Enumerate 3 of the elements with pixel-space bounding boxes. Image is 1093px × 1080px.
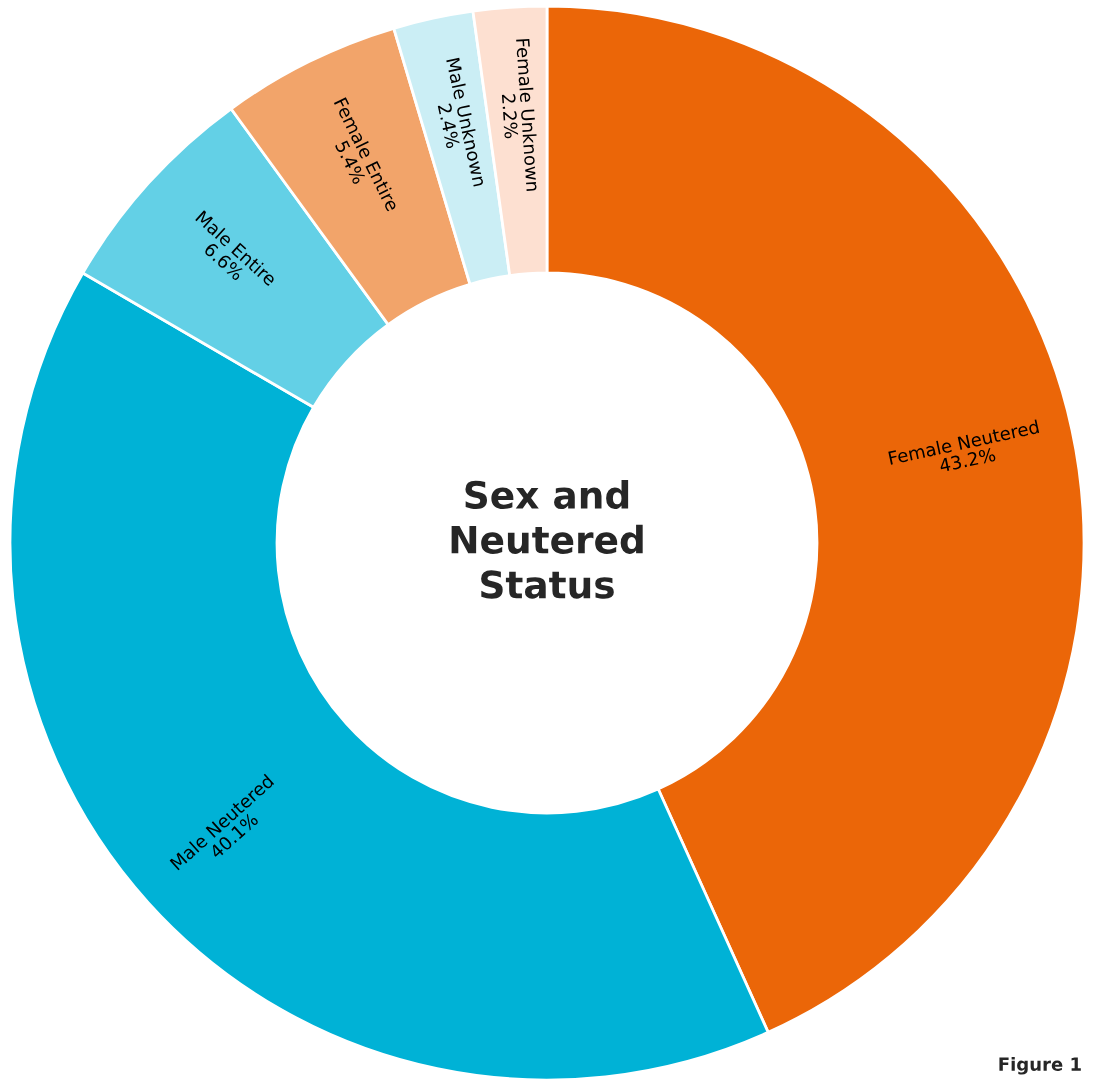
text: Sex and Neutered Status: [451, 480, 643, 599]
data-label: 2.2%: [501, 94, 519, 139]
caption: Figure 1: [999, 1056, 1081, 1075]
